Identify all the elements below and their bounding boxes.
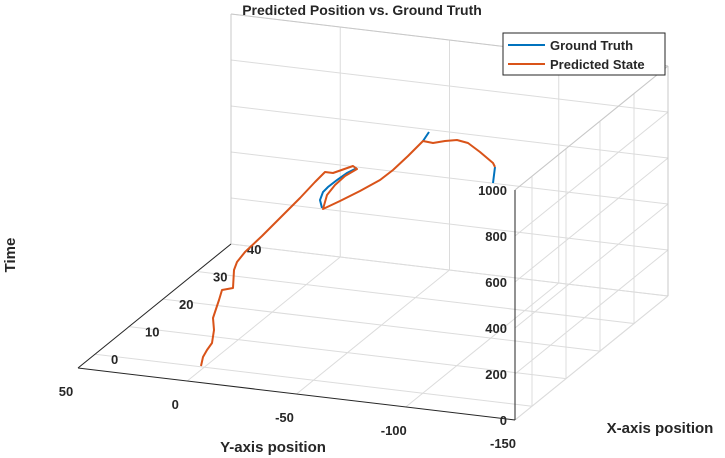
legend-box: [502, 32, 666, 76]
z-tick-label: 600: [485, 275, 507, 290]
gridline-y: [514, 295, 669, 421]
y-tick-label: -150: [490, 436, 516, 451]
gridline-z: [514, 111, 669, 237]
z-tick-label: 1000: [478, 183, 507, 198]
x-tick-label: 0: [111, 352, 118, 367]
legend-label: Ground Truth: [550, 38, 633, 53]
x-axis-line: [77, 243, 232, 369]
gridline-y: [296, 269, 450, 395]
y-tick-label: 50: [59, 384, 73, 399]
series-ground-truth-line: [422, 131, 430, 142]
z-tick-label: 200: [485, 367, 507, 382]
z-tick-label: 800: [485, 229, 507, 244]
y-tick-label: -100: [381, 423, 407, 438]
x-tick-label: 10: [145, 325, 159, 340]
series-predicted-state-line: [200, 139, 496, 367]
z-tick-label: 400: [485, 321, 507, 336]
y-tick-label: 0: [172, 397, 179, 412]
y-tick-label: -50: [275, 410, 294, 425]
y-axis-label: Y-axis position: [220, 439, 326, 456]
gridline-z: [514, 157, 669, 283]
x-tick-label: 20: [179, 297, 193, 312]
box-edge: [514, 65, 669, 191]
series-ground-truth-line: [492, 166, 496, 184]
gridline-z: [514, 249, 669, 375]
gridline-y: [186, 256, 341, 382]
z-tick-label: 0: [500, 413, 507, 428]
series-ground-truth-line: [318, 167, 358, 209]
gridline-y: [405, 282, 560, 408]
y-axis-line: [77, 367, 516, 421]
x-tick-label: 30: [213, 270, 227, 285]
chart-title: Predicted Position vs. Ground Truth: [242, 2, 482, 18]
z-axis-label: Time: [2, 238, 19, 273]
gridline-z: [514, 203, 669, 329]
x-axis-label: X-axis position: [607, 420, 714, 437]
legend-label: Predicted State: [550, 57, 645, 72]
